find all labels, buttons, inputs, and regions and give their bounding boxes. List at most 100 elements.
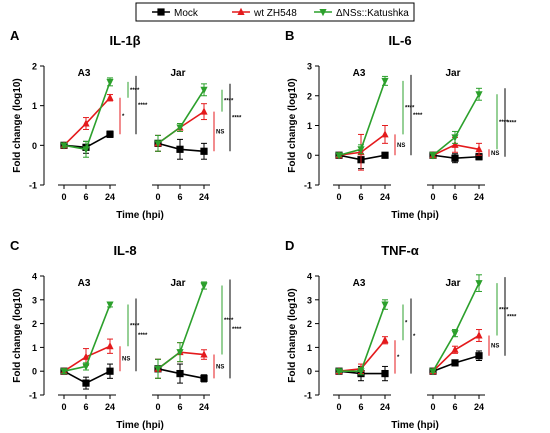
sig-label: **** <box>138 103 148 109</box>
x-tick-label: 0 <box>430 192 435 202</box>
x-axis-label: Time (hpi) <box>391 210 439 221</box>
panel-title: TNF-α <box>381 243 419 258</box>
y-tick-label: 2 <box>307 319 312 329</box>
x-tick-label: 24 <box>105 192 115 202</box>
sig-label: **** <box>413 113 423 119</box>
data-point <box>106 93 114 101</box>
sig-label: * <box>413 334 416 340</box>
data-point <box>381 301 389 309</box>
panel-letter: C <box>10 238 20 253</box>
panel-letter: A <box>10 28 20 43</box>
data-point <box>429 368 437 376</box>
y-tick-label: 2 <box>32 62 37 72</box>
legend-entry-label: Mock <box>174 8 199 19</box>
data-point <box>154 140 162 148</box>
y-tick-label: -1 <box>304 181 312 191</box>
series-line <box>339 304 386 372</box>
sig-label: NS <box>216 364 224 370</box>
data-point <box>106 342 114 350</box>
data-point <box>82 146 90 154</box>
y-tick-label: 3 <box>307 62 312 72</box>
panel-letter: D <box>285 238 294 253</box>
data-point <box>475 91 483 99</box>
data-point <box>475 153 483 161</box>
data-point <box>475 280 483 288</box>
data-point <box>335 368 343 376</box>
x-tick-label: 0 <box>430 402 435 412</box>
group-label: Jar <box>445 68 460 79</box>
panel-b: B IL-6 -1 0 1 2 3 Fold change (log10) Time (hpi)… <box>285 28 517 221</box>
panel-a: A IL-1β -1 0 1 2 Fold change (log10) Time (hpi)… <box>10 28 242 221</box>
legend-entry-label: wt ZH548 <box>253 8 297 19</box>
data-point <box>335 152 343 160</box>
data-point <box>82 352 90 360</box>
sig-label: **** <box>130 88 140 94</box>
y-tick-label: -1 <box>304 391 312 401</box>
data-point <box>154 365 162 374</box>
panel-letter: B <box>285 28 294 43</box>
sig-label: **** <box>232 327 242 333</box>
x-tick-label: 6 <box>177 402 182 412</box>
x-tick-label: 6 <box>452 402 457 412</box>
data-point <box>82 363 90 371</box>
x-tick-label: 6 <box>83 402 88 412</box>
data-point <box>451 134 459 142</box>
group-label: Jar <box>170 278 185 289</box>
data-point <box>106 78 114 87</box>
y-axis-label: Fold change (log10) <box>12 78 23 172</box>
y-tick-label: 1 <box>32 343 37 353</box>
data-point <box>200 107 208 115</box>
x-tick-label: 6 <box>452 192 457 202</box>
y-tick-label: -1 <box>29 181 37 191</box>
sig-label: **** <box>499 307 509 313</box>
data-point <box>200 374 208 382</box>
y-tick-label: 1 <box>307 121 312 131</box>
y-tick-label: 0 <box>32 141 37 151</box>
data-point <box>381 77 389 86</box>
x-tick-label: 24 <box>474 192 484 202</box>
sig-label: **** <box>232 116 242 122</box>
x-tick-label: 0 <box>336 402 341 412</box>
y-tick-label: 0 <box>307 151 312 161</box>
legend-marker <box>237 7 245 15</box>
x-tick-label: 24 <box>380 192 390 202</box>
y-tick-label: 3 <box>307 295 312 305</box>
data-point <box>451 140 459 148</box>
data-point <box>475 331 483 339</box>
panels: A IL-1β -1 0 1 2 Fold change (log10) Time (hpi)… <box>10 28 517 431</box>
x-tick-label: 6 <box>358 192 363 202</box>
data-point <box>381 130 389 138</box>
data-point <box>200 147 208 155</box>
data-point <box>475 145 483 153</box>
sig-label: **** <box>405 106 415 112</box>
x-axis-label: Time (hpi) <box>391 420 439 431</box>
data-point <box>106 301 114 309</box>
sig-label: **** <box>224 99 234 105</box>
data-point <box>429 152 437 160</box>
x-tick-label: 6 <box>83 192 88 202</box>
y-tick-label: 4 <box>307 272 312 282</box>
data-point <box>451 359 459 367</box>
x-tick-label: 0 <box>61 192 66 202</box>
legend-marker <box>157 8 165 16</box>
y-tick-label: 1 <box>307 343 312 353</box>
data-point <box>82 119 90 127</box>
y-tick-label: 2 <box>32 319 37 329</box>
group-label: A3 <box>78 68 91 79</box>
sig-label: NS <box>491 344 499 350</box>
panel-title: IL-8 <box>113 243 136 258</box>
x-tick-label: 24 <box>474 402 484 412</box>
data-point <box>451 330 459 338</box>
y-axis-label: Fold change (log10) <box>287 288 298 382</box>
data-point <box>357 368 365 376</box>
sig-label: **** <box>130 323 140 329</box>
sig-label: NS <box>122 357 130 363</box>
legend-box <box>135 2 415 22</box>
data-point <box>451 154 459 162</box>
